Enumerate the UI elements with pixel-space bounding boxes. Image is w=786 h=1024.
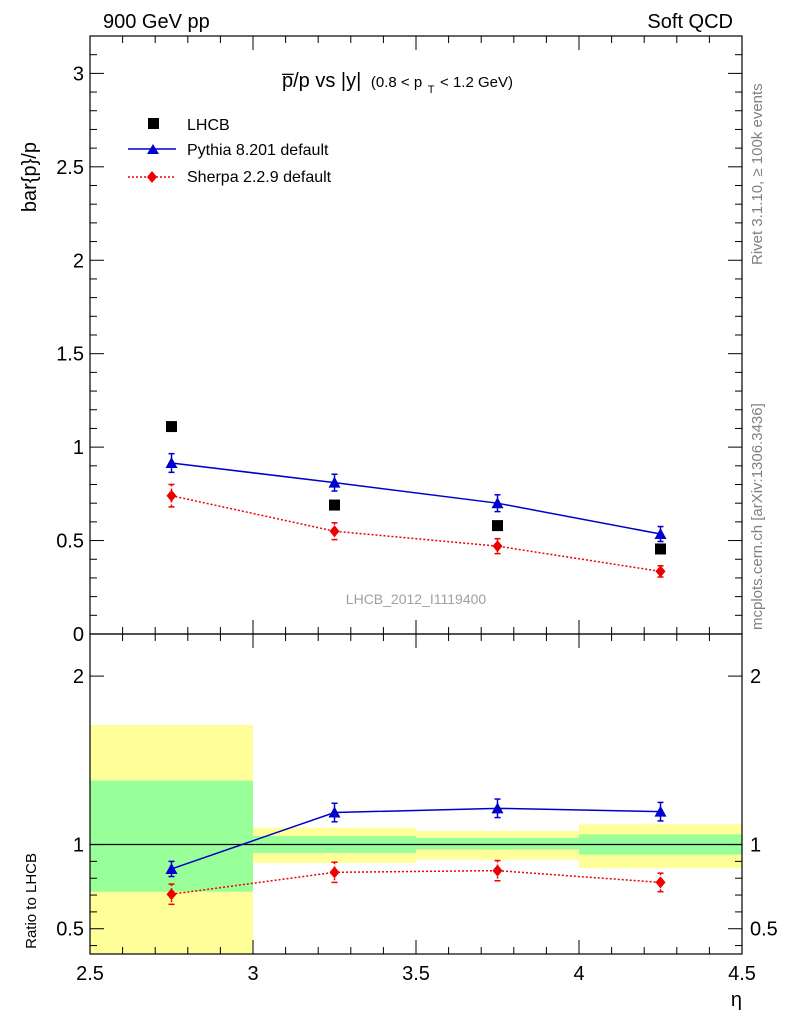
x-tick-label: 3.5 bbox=[402, 963, 430, 985]
ratio-y-tick-label-right: 0.5 bbox=[750, 919, 778, 941]
main-y-tick-label: 2.5 bbox=[56, 157, 84, 179]
analysis-watermark: LHCB_2012_I1119400 bbox=[346, 591, 487, 607]
ratio-sherpa-point bbox=[655, 876, 666, 889]
ratio-y-tick-label: 1 bbox=[73, 835, 84, 857]
ratio-y-tick-label: 2 bbox=[73, 666, 84, 688]
main-y-tick-label: 1 bbox=[73, 437, 84, 459]
main-y-tick-label: 2 bbox=[73, 250, 84, 272]
ratio-band-inner-2 bbox=[416, 837, 579, 850]
legend-marker-sherpa bbox=[147, 171, 157, 183]
mcplots-label: mcplots.cern.ch [arXiv:1306.3436] bbox=[749, 403, 766, 630]
main-lhcb-point bbox=[492, 520, 503, 532]
main-ylabel: bar{p}/p bbox=[19, 142, 41, 212]
main-lhcb-point bbox=[166, 421, 177, 433]
main-sherpa-point bbox=[492, 540, 503, 553]
main-lhcb-point bbox=[329, 499, 340, 511]
legend-label-lhcb: LHCB bbox=[187, 117, 230, 134]
x-tick-label: 2.5 bbox=[76, 963, 104, 985]
x-tick-label: 3 bbox=[247, 963, 258, 985]
main-pythia-line bbox=[171, 462, 661, 535]
main-sherpa-point bbox=[329, 525, 340, 538]
legend-label-pythia: Pythia 8.201 default bbox=[187, 142, 329, 159]
main-pythia-point bbox=[328, 476, 341, 488]
ratio-y-tick-label-right: 2 bbox=[750, 666, 761, 688]
ratio-sherpa-point bbox=[492, 864, 503, 877]
legend-label-sherpa: Sherpa 2.2.9 default bbox=[187, 169, 332, 186]
legend: LHCB Pythia 8.201 default Sherpa 2.2.9 d… bbox=[128, 117, 332, 186]
main-y-tick-label: 0.5 bbox=[56, 531, 84, 553]
ratio-pythia-point bbox=[491, 802, 504, 814]
main-y-tick-label: 1.5 bbox=[56, 344, 84, 366]
legend-marker-pythia bbox=[147, 144, 159, 154]
x-tick-label: 4.5 bbox=[728, 963, 756, 985]
main-lhcb-point bbox=[655, 543, 666, 555]
rivet-label: Rivet 3.1.10, ≥ 100k events bbox=[749, 83, 766, 265]
ratio-sherpa-line bbox=[171, 869, 661, 895]
ratio-pythia-line bbox=[171, 807, 661, 870]
main-pythia-point bbox=[165, 457, 178, 469]
main-sherpa-point bbox=[655, 565, 666, 578]
header-left: 900 GeV pp bbox=[103, 11, 210, 33]
plot-title-cut-post: < 1.2 GeV) bbox=[440, 74, 513, 91]
ratio-pythia-point bbox=[654, 805, 667, 817]
main-y-tick-label: 0 bbox=[73, 624, 84, 646]
plot-title-cut-pre: (0.8 < p bbox=[371, 74, 422, 91]
legend-marker-lhcb bbox=[148, 118, 159, 129]
header-right: Soft QCD bbox=[647, 11, 733, 33]
main-sherpa-point bbox=[166, 489, 177, 502]
ratio-pythia-point bbox=[328, 806, 341, 818]
main-pythia-point bbox=[491, 497, 504, 509]
main-y-tick-label: 3 bbox=[73, 63, 84, 85]
ratio-sherpa-point bbox=[166, 888, 177, 901]
ratio-pythia-point bbox=[165, 862, 178, 874]
x-tick-label: 4 bbox=[573, 963, 584, 985]
plot-title-cut-sub: T bbox=[428, 84, 435, 96]
ratio-sherpa-point bbox=[329, 866, 340, 879]
ratio-ylabel: Ratio to LHCB bbox=[23, 853, 40, 949]
plot-elements: 2.5 3 3.5 4 4.5 0.5 1 1.5 2 2.5 3 0 0.5 0.5 1 1 2 2 bbox=[56, 35, 778, 985]
main-sherpa-line bbox=[171, 494, 661, 573]
main-pythia-point bbox=[654, 528, 667, 540]
plot-title: p̅/p vs |y| (0.8 < p T < 1.2 GeV) bbox=[282, 70, 513, 98]
ratio-y-tick-label-right: 1 bbox=[750, 835, 761, 857]
ratio-y-tick-label: 0.5 bbox=[56, 919, 84, 941]
plot-title-main: p̅/p vs |y| bbox=[282, 70, 361, 92]
x-axis-label: η bbox=[731, 989, 742, 1011]
